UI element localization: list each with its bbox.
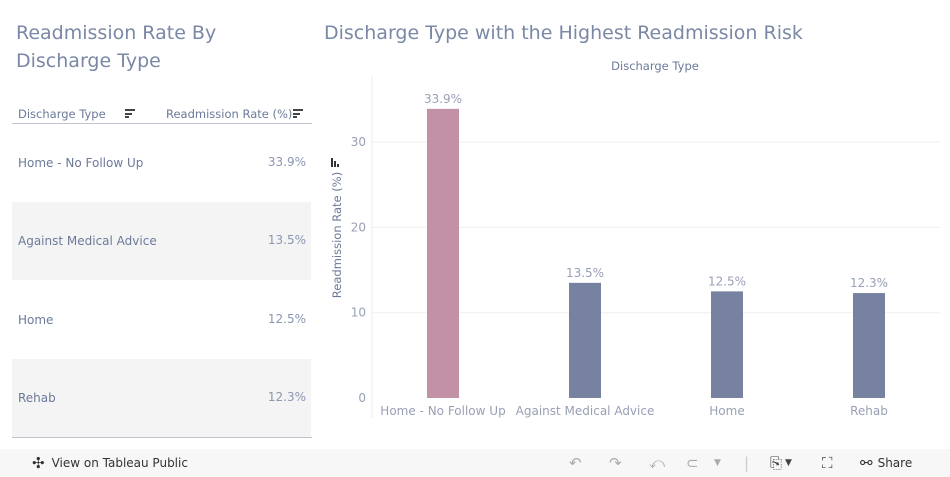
toolbar: ✣ View on Tableau Public ↶ ↷ ⤺ ⊂ ▼ | ⎘ ▼ … bbox=[0, 449, 950, 477]
y-tick-label: 10 bbox=[351, 306, 366, 320]
y-axis-title: Readmission Rate (%) bbox=[330, 172, 344, 298]
x-tick-label: Rehab bbox=[850, 404, 888, 418]
row-value: 13.5% bbox=[267, 233, 306, 247]
bar bbox=[427, 108, 459, 398]
left-title: Readmission Rate By Discharge Type bbox=[16, 22, 217, 72]
row-value: 33.9% bbox=[267, 155, 306, 169]
sort-icon[interactable] bbox=[125, 109, 135, 118]
sort-icon[interactable] bbox=[293, 109, 303, 118]
bar bbox=[711, 291, 743, 398]
y-axis-icon[interactable] bbox=[331, 158, 339, 167]
row-label: Rehab bbox=[18, 391, 56, 405]
bar bbox=[853, 293, 885, 398]
row-label: Home bbox=[18, 313, 54, 327]
header-divider bbox=[12, 123, 312, 124]
share-label: Share bbox=[877, 456, 913, 470]
row-label: Home - No Follow Up bbox=[18, 156, 144, 170]
row-value: 12.5% bbox=[267, 312, 306, 326]
refresh-icon[interactable]: ⊂ bbox=[686, 454, 699, 472]
bar bbox=[569, 282, 601, 398]
table-row: Home 12.5% bbox=[12, 281, 311, 359]
x-tick-label: Against Medical Advice bbox=[516, 404, 655, 418]
refresh-dropdown-icon[interactable]: ▼ bbox=[714, 458, 721, 468]
table-row: Home - No Follow Up 33.9% bbox=[12, 124, 311, 202]
share-button[interactable]: ⚯ Share bbox=[860, 449, 912, 477]
col-header-discharge-type[interactable]: Discharge Type bbox=[18, 107, 106, 121]
bar-chart: Discharge Type Readmission Rate (%) 0 10 2… bbox=[330, 59, 940, 418]
row-label: Against Medical Advice bbox=[18, 234, 157, 248]
chart-title: Discharge Type with the Highest Readmiss… bbox=[324, 22, 803, 44]
table-bottom-divider bbox=[12, 437, 312, 438]
x-tick-label: Home - No Follow Up bbox=[380, 404, 505, 418]
data-label: 13.5% bbox=[566, 266, 604, 280]
undo-icon[interactable]: ↶ bbox=[569, 454, 582, 472]
row-value: 12.3% bbox=[267, 390, 306, 404]
redo-icon[interactable]: ↷ bbox=[609, 454, 622, 472]
share-icon: ⚯ bbox=[860, 454, 873, 472]
x-tick-label: Home bbox=[709, 404, 744, 418]
col-header-rate[interactable]: Readmission Rate (%) bbox=[166, 107, 293, 121]
view-on-tableau-public-button[interactable]: ✣ View on Tableau Public bbox=[32, 449, 188, 477]
data-label: 12.5% bbox=[708, 274, 746, 288]
data-label: 33.9% bbox=[424, 92, 462, 106]
revert-icon[interactable]: ⤺ bbox=[649, 454, 666, 472]
data-label: 12.3% bbox=[850, 276, 888, 290]
y-tick-label: 0 bbox=[358, 391, 366, 405]
table-row: Against Medical Advice 13.5% bbox=[12, 202, 311, 280]
fullscreen-icon[interactable]: ⛶ bbox=[822, 454, 833, 472]
toolbar-divider: | bbox=[744, 454, 750, 472]
y-tick-label: 20 bbox=[351, 220, 366, 234]
download-icon[interactable]: ⎘ ▼ bbox=[770, 454, 792, 472]
y-tick-label: 30 bbox=[351, 135, 366, 149]
view-label: View on Tableau Public bbox=[51, 456, 188, 470]
x-axis-title: Discharge Type bbox=[611, 59, 699, 73]
tableau-icon: ✣ bbox=[32, 454, 45, 472]
table-row: Rehab 12.3% bbox=[12, 359, 311, 437]
